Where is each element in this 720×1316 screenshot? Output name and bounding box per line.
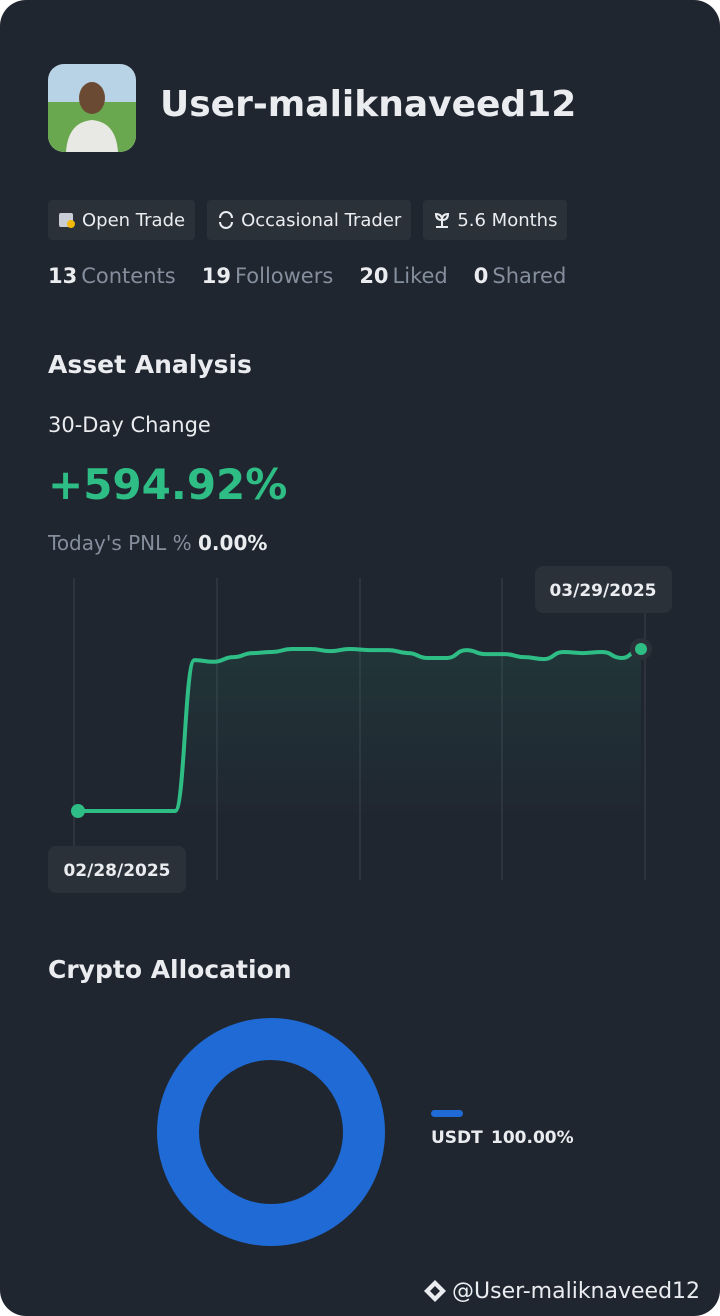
stat-value: 20 <box>359 264 389 288</box>
date-label: 03/29/2025 <box>549 581 656 601</box>
pnl-label: Today's PNL % <box>48 531 192 555</box>
stat: 20 Liked <box>359 264 447 288</box>
legend-swatch <box>431 1110 463 1117</box>
tooltip <box>48 846 186 893</box>
donut-chart: USDT 100.00% <box>157 1018 574 1246</box>
end-point <box>635 643 647 656</box>
logo <box>424 1280 446 1302</box>
stat-value: 13 <box>48 264 78 288</box>
watermark-text: @User-maliknaveed12 <box>452 1278 701 1304</box>
area <box>78 649 641 820</box>
legend-value: 100.00% <box>491 1128 574 1148</box>
line-chart: 03/29/2025 02/28/2025 <box>48 566 672 893</box>
icon <box>435 212 450 228</box>
badge-text: 5.6 Months <box>457 209 558 231</box>
badge-text: Occasional Trader <box>241 209 402 231</box>
badge: Open Trade <box>48 200 196 240</box>
stat-value: 19 <box>201 264 231 288</box>
stat: 0 Shared <box>474 264 567 288</box>
icon <box>59 213 75 228</box>
legend-label: USDT <box>431 1128 483 1148</box>
stat-label: Followers <box>234 264 334 288</box>
pnl-value: 0.00% <box>198 531 268 555</box>
stat: 19 Followers <box>202 264 334 288</box>
stat-label: Shared <box>492 264 567 288</box>
section-title: Crypto Allocation <box>48 955 292 984</box>
stat-value: 0 <box>473 264 489 288</box>
icon <box>219 211 234 229</box>
stat-label: Contents <box>81 264 176 288</box>
section-title: Asset Analysis <box>48 350 252 379</box>
stat: 13 Contents <box>48 264 176 288</box>
badge: Occasional Trader <box>207 200 412 240</box>
date-label: 02/28/2025 <box>63 861 170 881</box>
badges: Open Trade Occasional Trader 5.6 Months <box>48 200 568 240</box>
donut-slice <box>157 1018 385 1246</box>
line <box>78 646 642 813</box>
change-value: +594.92% <box>48 460 288 509</box>
badge: 5.6 Months <box>423 200 568 240</box>
stats: 13 Contents 19 Followers 20 Liked 0 Shared <box>48 264 566 288</box>
avatar[interactable] <box>48 64 136 152</box>
start-point <box>71 804 85 818</box>
pnl: Today's PNL % 0.00% <box>48 531 267 555</box>
badge-text: Open Trade <box>82 209 186 231</box>
username: User-maliknaveed12 <box>160 84 577 125</box>
change-label: 30-Day Change <box>48 413 211 437</box>
tooltip <box>535 566 672 613</box>
watermark: @User-maliknaveed12 <box>422 1278 700 1304</box>
stat-label: Liked <box>392 264 448 288</box>
